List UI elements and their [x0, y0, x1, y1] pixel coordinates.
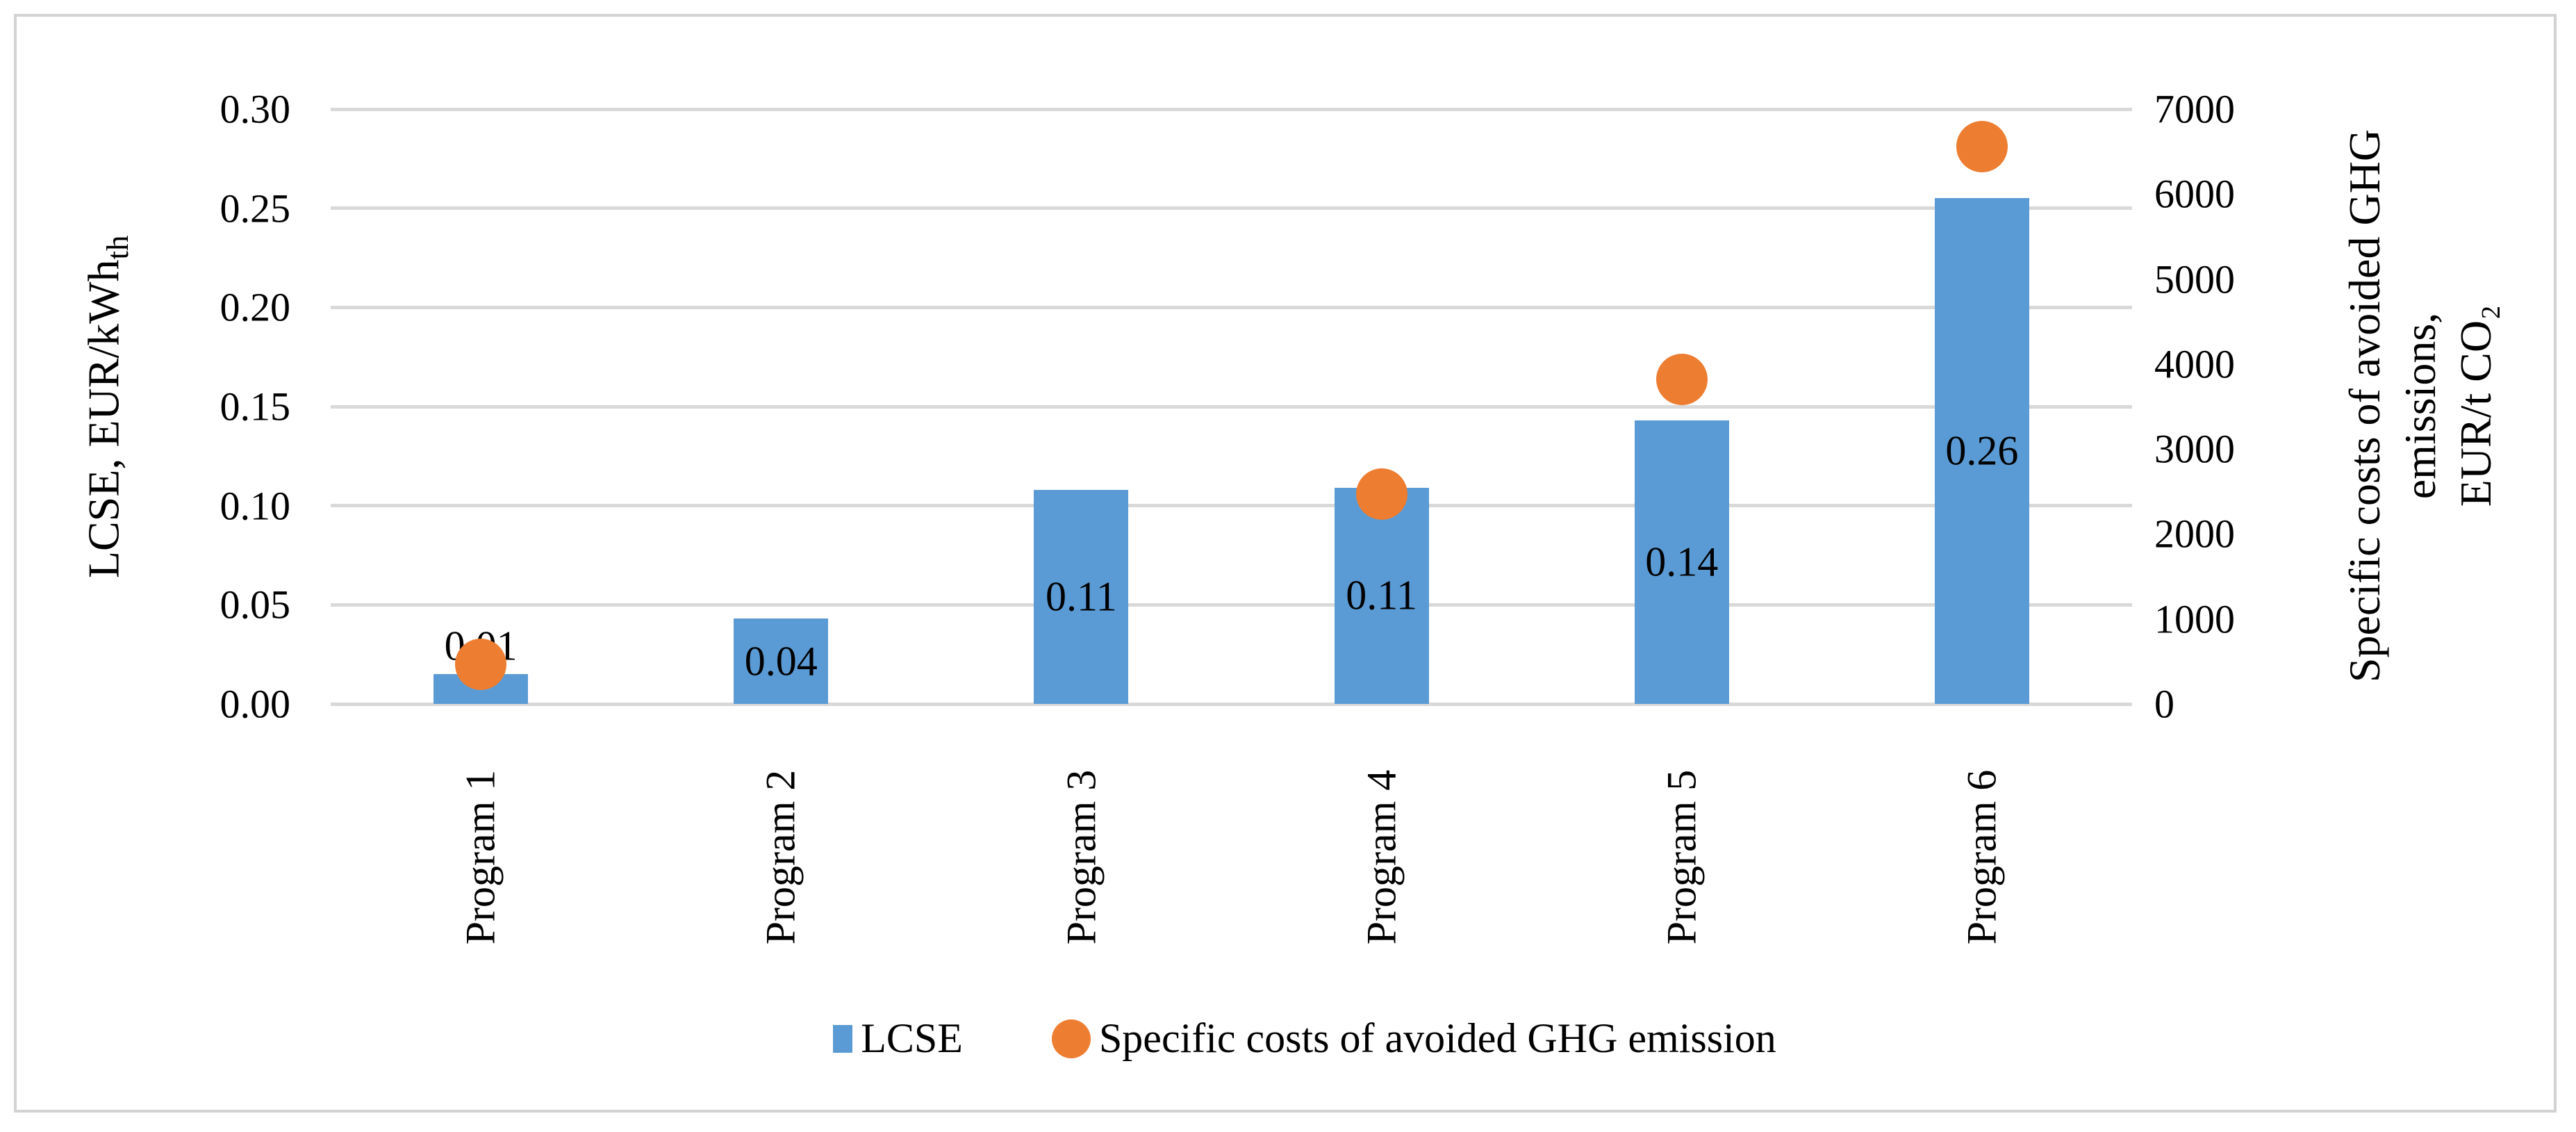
right-axis-tick: 0	[2154, 681, 2174, 727]
left-axis-tick: 0.05	[220, 582, 291, 627]
bar-data-label: 0.26	[1945, 427, 2019, 474]
gridline	[331, 404, 2132, 409]
gridline	[331, 206, 2132, 211]
gridline	[331, 305, 2132, 309]
left-axis-tick: 0.20	[220, 284, 291, 330]
x-axis-label-box: Program 1	[342, 753, 620, 961]
right-axis-tick: 4000	[2154, 341, 2235, 387]
left-axis-tick: 0.00	[220, 681, 291, 727]
bar-data-label: 0.14	[1645, 539, 1719, 585]
gridline	[331, 504, 2132, 508]
bar-data-label: 0.04	[744, 638, 818, 684]
left-axis-title-text: LCSE, EUR/kWhth	[76, 235, 138, 578]
gridline	[331, 107, 2132, 111]
bar-data-label: 0.11	[1046, 573, 1117, 620]
right-axis-tick: 2000	[2154, 511, 2235, 557]
right-axis-title-text: Specific costs of avoided GHG emissions, E…	[2337, 129, 2504, 682]
x-axis-label-box: Program 4	[1243, 753, 1521, 961]
left-axis-title: LCSE, EUR/kWhth	[17, 109, 197, 704]
lcse-bar-swatch-icon	[833, 1024, 853, 1053]
right-axis-tick: 7000	[2154, 86, 2235, 132]
right-axis-title-line1: Specific costs of avoided GHG	[2340, 129, 2389, 683]
right-axis-title-line3: EUR/t CO₂	[2451, 304, 2500, 507]
chart-frame: 0.00 0.05 0.10 0.15 0.20 0.25 0.30 0 1000 2000 300…	[14, 14, 2557, 1113]
left-axis-tick: 0.10	[220, 483, 291, 529]
gridline	[331, 602, 2132, 607]
left-axis-tick: 0.15	[220, 384, 291, 429]
bar-program-3	[1034, 489, 1129, 704]
legend-label-lcse: LCSE	[861, 1015, 963, 1061]
left-axis-title-main: LCSE, EUR/kWh	[79, 259, 129, 578]
gridline	[331, 702, 2132, 706]
x-axis-label-box: Program 5	[1543, 753, 1821, 961]
scatter-dot-program-6	[1956, 120, 2008, 172]
scatter-dot-program-4	[1355, 468, 1407, 520]
right-axis-tick: 5000	[2154, 256, 2235, 302]
ghg-dot-swatch-icon	[1051, 1019, 1091, 1058]
x-axis-label: Program 3	[1057, 769, 1104, 944]
x-axis-label-box: Program 2	[642, 753, 920, 961]
legend: LCSE Specific costs of avoided GHG emiss…	[17, 988, 2576, 1089]
x-axis-label: Program 5	[1658, 769, 1705, 944]
x-axis-label: Program 1	[457, 769, 504, 944]
x-axis-label-box: Program 3	[942, 753, 1220, 961]
left-axis-tick: 0.25	[220, 186, 291, 231]
right-axis-tick: 1000	[2154, 596, 2235, 642]
bar-program-6	[1934, 198, 2029, 704]
plot-area: 0.00 0.05 0.10 0.15 0.20 0.25 0.30 0 1000 2000 300…	[220, 87, 2236, 944]
bar-program-2	[734, 618, 829, 704]
legend-item-ghg: Specific costs of avoided GHG emission	[1051, 1015, 1776, 1063]
scatter-dot-program-5	[1656, 353, 1708, 405]
scatter-dot-program-1	[455, 638, 507, 690]
right-axis-title: Specific costs of avoided GHG emissions, E…	[2226, 93, 2576, 719]
right-axis-tick: 6000	[2154, 171, 2235, 217]
bar-program-4	[1334, 487, 1429, 704]
x-axis-label: Program 2	[757, 769, 804, 944]
bar-data-label: 0.11	[1346, 572, 1417, 618]
legend-label-ghg: Specific costs of avoided GHG emission	[1098, 1015, 1776, 1061]
bar-program-5	[1634, 420, 1729, 704]
x-axis-label-box: Program 6	[1843, 753, 2121, 961]
legend-item-lcse: LCSE	[833, 1015, 963, 1063]
right-axis-title-line2: emissions,	[2395, 312, 2445, 500]
right-axis-tick: 3000	[2154, 426, 2235, 472]
x-axis-label: Program 4	[1358, 769, 1405, 944]
x-axis-label: Program 6	[1958, 769, 2005, 944]
left-axis-tick: 0.30	[220, 86, 291, 132]
left-axis-title-subscript: th	[100, 235, 135, 260]
